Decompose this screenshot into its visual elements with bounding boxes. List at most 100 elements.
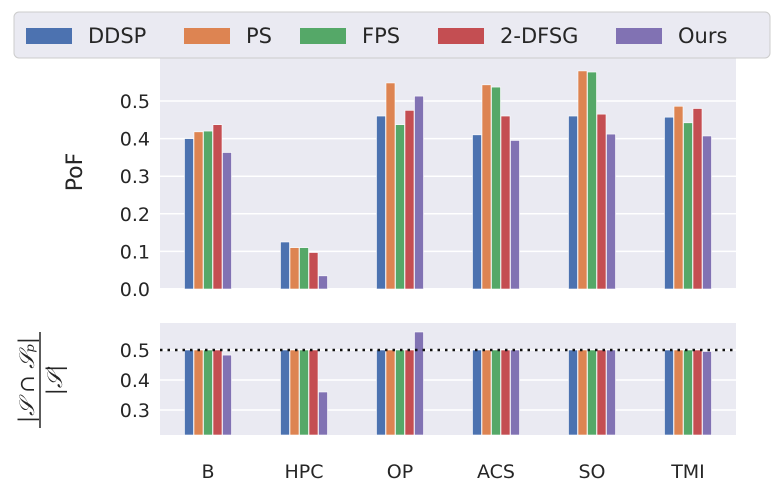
legend-entry-2-dfsg: 2-DFSG bbox=[438, 24, 578, 48]
bar-bottom-2-dfsg-acs bbox=[500, 349, 511, 436]
bar-top-ours-op bbox=[414, 95, 424, 290]
legend-label: Ours bbox=[678, 24, 727, 48]
bar-bottom-ours-b bbox=[222, 354, 232, 436]
top-y-tick-label: 0.1 bbox=[120, 241, 150, 263]
x-tick-label: TMI bbox=[670, 461, 705, 483]
bar-top-fps-b bbox=[203, 130, 213, 290]
top-y-tick-label: 0.4 bbox=[120, 129, 150, 151]
bar-top-ddsp-acs bbox=[472, 134, 482, 290]
legend-entry-ours: Ours bbox=[616, 24, 727, 48]
legend-entry-ddsp: DDSP bbox=[26, 24, 146, 48]
bar-bottom-ours-hpc bbox=[318, 391, 328, 436]
legend-frame bbox=[13, 11, 771, 59]
bottom-y-tick-label: 0.4 bbox=[120, 370, 150, 392]
bar-top-fps-hpc bbox=[299, 247, 309, 290]
top-gridlines bbox=[160, 100, 736, 290]
legend-label: PS bbox=[246, 24, 272, 48]
legend-swatch bbox=[438, 28, 484, 44]
bar-top-ddsp-so bbox=[568, 115, 578, 290]
bar-top-ps-tmi bbox=[673, 105, 684, 290]
bar-bottom-ddsp-acs bbox=[472, 349, 482, 436]
bar-bottom-fps-acs bbox=[491, 349, 501, 436]
bar-top-ps-acs bbox=[481, 84, 492, 290]
bar-bottom-ddsp-so bbox=[568, 349, 578, 436]
bar-bottom-ours-tmi bbox=[702, 351, 712, 436]
bar-top-2-dfsg-so bbox=[596, 113, 607, 290]
x-tick-label: SO bbox=[578, 461, 605, 483]
bar-bottom-2-dfsg-b bbox=[212, 349, 223, 436]
bar-top-ours-so bbox=[606, 133, 616, 290]
bar-top-fps-op bbox=[395, 124, 405, 290]
bar-top-ps-op bbox=[385, 82, 396, 290]
legend-label: FPS bbox=[362, 24, 400, 48]
legend-label: DDSP bbox=[88, 24, 146, 48]
x-tick-label: HPC bbox=[284, 461, 323, 483]
top-plot-area bbox=[160, 58, 736, 288]
bottom-y-tick-labels: 0.3 0.4 0.5 bbox=[120, 340, 150, 422]
bottom-y-axis-label: |𝒮 ∩ 𝒮ₚ| |𝒮| bbox=[15, 332, 68, 428]
bar-bottom-ours-op bbox=[414, 331, 424, 436]
top-y-axis-label: PoF bbox=[63, 153, 88, 192]
bar-bottom-2-dfsg-op bbox=[404, 349, 415, 436]
bar-top-fps-so bbox=[587, 71, 597, 290]
bottom-plot-area bbox=[160, 323, 736, 435]
legend-swatch bbox=[300, 28, 346, 44]
x-tick-labels: B HPC OP ACS SO TMI bbox=[201, 461, 704, 483]
bar-bottom-2-dfsg-tmi bbox=[692, 349, 703, 436]
legend-swatch bbox=[184, 28, 230, 44]
bar-bottom-2-dfsg-so bbox=[596, 349, 607, 436]
top-y-tick-label: 0.0 bbox=[120, 279, 150, 301]
bar-bottom-ps-tmi bbox=[673, 349, 684, 436]
bar-bottom-2-dfsg-hpc bbox=[308, 349, 319, 436]
bottom-y-tick-label: 0.5 bbox=[120, 340, 150, 362]
bar-top-ours-tmi bbox=[702, 135, 712, 290]
bar-top-fps-tmi bbox=[683, 122, 693, 290]
top-bars bbox=[184, 70, 712, 290]
top-y-tick-label: 0.3 bbox=[120, 166, 150, 188]
bar-top-2-dfsg-b bbox=[212, 124, 223, 290]
y-label-denominator: |𝒮| bbox=[43, 365, 68, 395]
bar-bottom-ours-so bbox=[606, 349, 616, 436]
x-tick-label: ACS bbox=[477, 461, 515, 483]
legend: DDSP PS FPS 2-DFSG Ours bbox=[26, 24, 727, 48]
bar-top-ps-b bbox=[193, 131, 204, 290]
top-y-tick-label: 0.5 bbox=[120, 91, 150, 113]
bar-top-ddsp-op bbox=[376, 115, 386, 290]
bar-bottom-ours-acs bbox=[510, 349, 520, 436]
bar-bottom-fps-b bbox=[203, 349, 213, 436]
bar-bottom-ddsp-hpc bbox=[280, 349, 290, 436]
bar-bottom-ps-acs bbox=[481, 349, 492, 436]
x-tick-label: OP bbox=[387, 461, 413, 483]
bar-bottom-fps-hpc bbox=[299, 349, 309, 436]
top-y-tick-labels: 0.0 0.1 0.2 0.3 0.4 0.5 bbox=[120, 91, 150, 301]
bar-top-2-dfsg-hpc bbox=[308, 252, 319, 290]
bar-top-ddsp-hpc bbox=[280, 241, 290, 290]
bar-top-fps-acs bbox=[491, 86, 501, 290]
bottom-bars bbox=[184, 331, 712, 436]
bar-top-2-dfsg-tmi bbox=[692, 108, 703, 290]
bar-bottom-ps-b bbox=[193, 349, 204, 436]
bar-bottom-fps-so bbox=[587, 349, 597, 436]
bar-bottom-ddsp-b bbox=[184, 349, 194, 436]
bar-top-2-dfsg-op bbox=[404, 110, 415, 290]
bar-top-2-dfsg-acs bbox=[500, 115, 511, 290]
bar-bottom-ddsp-op bbox=[376, 349, 386, 436]
y-label-numerator: |𝒮 ∩ 𝒮ₚ| bbox=[15, 337, 40, 423]
bar-top-ddsp-b bbox=[184, 138, 194, 290]
bar-bottom-ps-so bbox=[577, 349, 588, 436]
legend-entry-ps: PS bbox=[184, 24, 272, 48]
bar-top-ours-hpc bbox=[318, 275, 328, 290]
bar-bottom-ddsp-tmi bbox=[664, 349, 674, 436]
bar-bottom-fps-tmi bbox=[683, 349, 693, 436]
top-y-tick-label: 0.2 bbox=[120, 204, 150, 226]
x-tick-label: B bbox=[201, 461, 214, 483]
bar-top-ps-so bbox=[577, 70, 588, 290]
legend-label: 2-DFSG bbox=[500, 24, 578, 48]
bar-top-ours-acs bbox=[510, 140, 520, 290]
legend-swatch bbox=[26, 28, 72, 44]
legend-entry-fps: FPS bbox=[300, 24, 400, 48]
bar-top-ours-b bbox=[222, 152, 232, 290]
bar-top-ps-hpc bbox=[289, 247, 300, 290]
legend-swatch bbox=[616, 28, 662, 44]
